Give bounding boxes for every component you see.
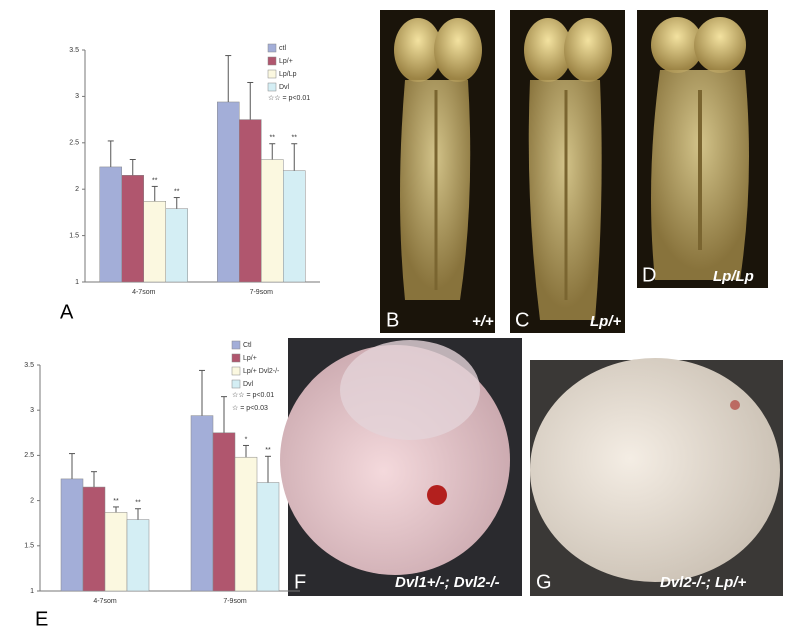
legend-swatch [267, 56, 277, 66]
error-bar [221, 396, 227, 433]
y-tick-label: 2.5 [69, 140, 79, 147]
legend-label: Lp/Lp [279, 71, 297, 78]
error-bar [199, 369, 205, 416]
legend-label: Dvl [279, 84, 290, 91]
panel-caption: Lp/+ [590, 313, 621, 330]
y-tick-label: 3 [75, 93, 79, 100]
significance-label: ** [292, 135, 298, 142]
panel-caption: Dvl1+/-; Dvl2-/- [395, 574, 500, 591]
y-tick-label: 1 [75, 279, 79, 286]
error-bar [225, 55, 232, 102]
panel-caption: Dvl2-/-; Lp/+ [660, 574, 746, 591]
x-tick-label: 4-7som [132, 289, 156, 296]
bar [165, 208, 188, 283]
error-bar [291, 143, 298, 171]
x-tick-label: 7-9som [223, 598, 247, 605]
y-tick-label: 1.5 [69, 232, 79, 239]
error-bar [247, 81, 254, 120]
legend-swatch [231, 340, 241, 350]
bar [143, 201, 166, 283]
photo-f [280, 338, 522, 596]
legend-swatch [267, 82, 277, 92]
bar [217, 101, 240, 283]
significance-label: ** [135, 500, 141, 507]
bar [99, 166, 122, 283]
panel-letter: D [642, 264, 656, 286]
panel-letter: E [35, 608, 48, 630]
panel-caption: Lp/Lp [713, 268, 754, 285]
bar [234, 456, 258, 592]
panel-letter: A [60, 301, 74, 323]
significance-label: ** [174, 188, 180, 195]
bar [126, 519, 150, 592]
legend-swatch [267, 43, 277, 53]
bar [190, 415, 214, 592]
photo-g [530, 358, 783, 596]
photo-c [510, 10, 625, 333]
legend-swatch [231, 379, 241, 389]
significance-label: * [245, 436, 248, 443]
legend-note: ☆☆ = p<0.01 [232, 391, 274, 399]
error-bar [113, 506, 119, 513]
significance-label: ** [270, 135, 276, 142]
significance-label: ** [265, 447, 271, 454]
significance-label: ** [152, 177, 158, 184]
bar [82, 486, 106, 592]
y-tick-label: 1.5 [24, 543, 34, 550]
error-bar [69, 453, 75, 479]
bar [256, 482, 280, 592]
legend-label: Lp/+ Dvl2-/- [243, 368, 280, 375]
error-bar [265, 455, 271, 483]
y-tick-label: 2.5 [24, 452, 34, 459]
error-bar [173, 197, 180, 209]
error-bar [135, 508, 141, 520]
bar [60, 478, 84, 592]
bar [104, 512, 128, 592]
legend-swatch [267, 69, 277, 79]
bar [212, 432, 236, 592]
legend-note: ☆ = p<0.03 [232, 404, 268, 412]
y-tick-label: 2 [30, 497, 34, 504]
legend-label: Lp/+ [279, 58, 293, 65]
panel-letter: G [536, 571, 552, 593]
significance-label: ** [113, 498, 119, 505]
y-tick-label: 3.5 [69, 47, 79, 54]
bar [239, 119, 262, 283]
bar [121, 175, 144, 283]
y-tick-label: 1 [30, 588, 34, 595]
panel-letter: B [386, 309, 399, 331]
error-bar [107, 140, 114, 167]
error-bar [243, 444, 249, 458]
legend-note: ☆☆ = p<0.01 [268, 94, 310, 102]
legend-label: Ctl [243, 342, 252, 349]
photo-b [380, 10, 495, 333]
legend-label: Dvl [243, 381, 254, 388]
legend-label: Lp/+ [243, 355, 257, 362]
legend-swatch [231, 366, 241, 376]
x-tick-label: 4-7som [93, 598, 117, 605]
y-tick-label: 3.5 [24, 362, 34, 369]
bar [283, 170, 306, 283]
photo-d [637, 10, 768, 288]
y-tick-label: 3 [30, 407, 34, 414]
error-bar [91, 471, 97, 488]
panel-letter: C [515, 309, 529, 331]
legend-label: ctl [279, 45, 286, 52]
error-bar [269, 143, 276, 160]
legend-swatch [231, 353, 241, 363]
panel-letter: F [294, 571, 306, 593]
error-bar [151, 185, 158, 202]
bar [261, 159, 284, 283]
x-tick-label: 7-9som [250, 289, 274, 296]
panel-caption: +/+ [472, 313, 494, 330]
y-tick-label: 2 [75, 186, 79, 193]
error-bar [129, 159, 136, 176]
